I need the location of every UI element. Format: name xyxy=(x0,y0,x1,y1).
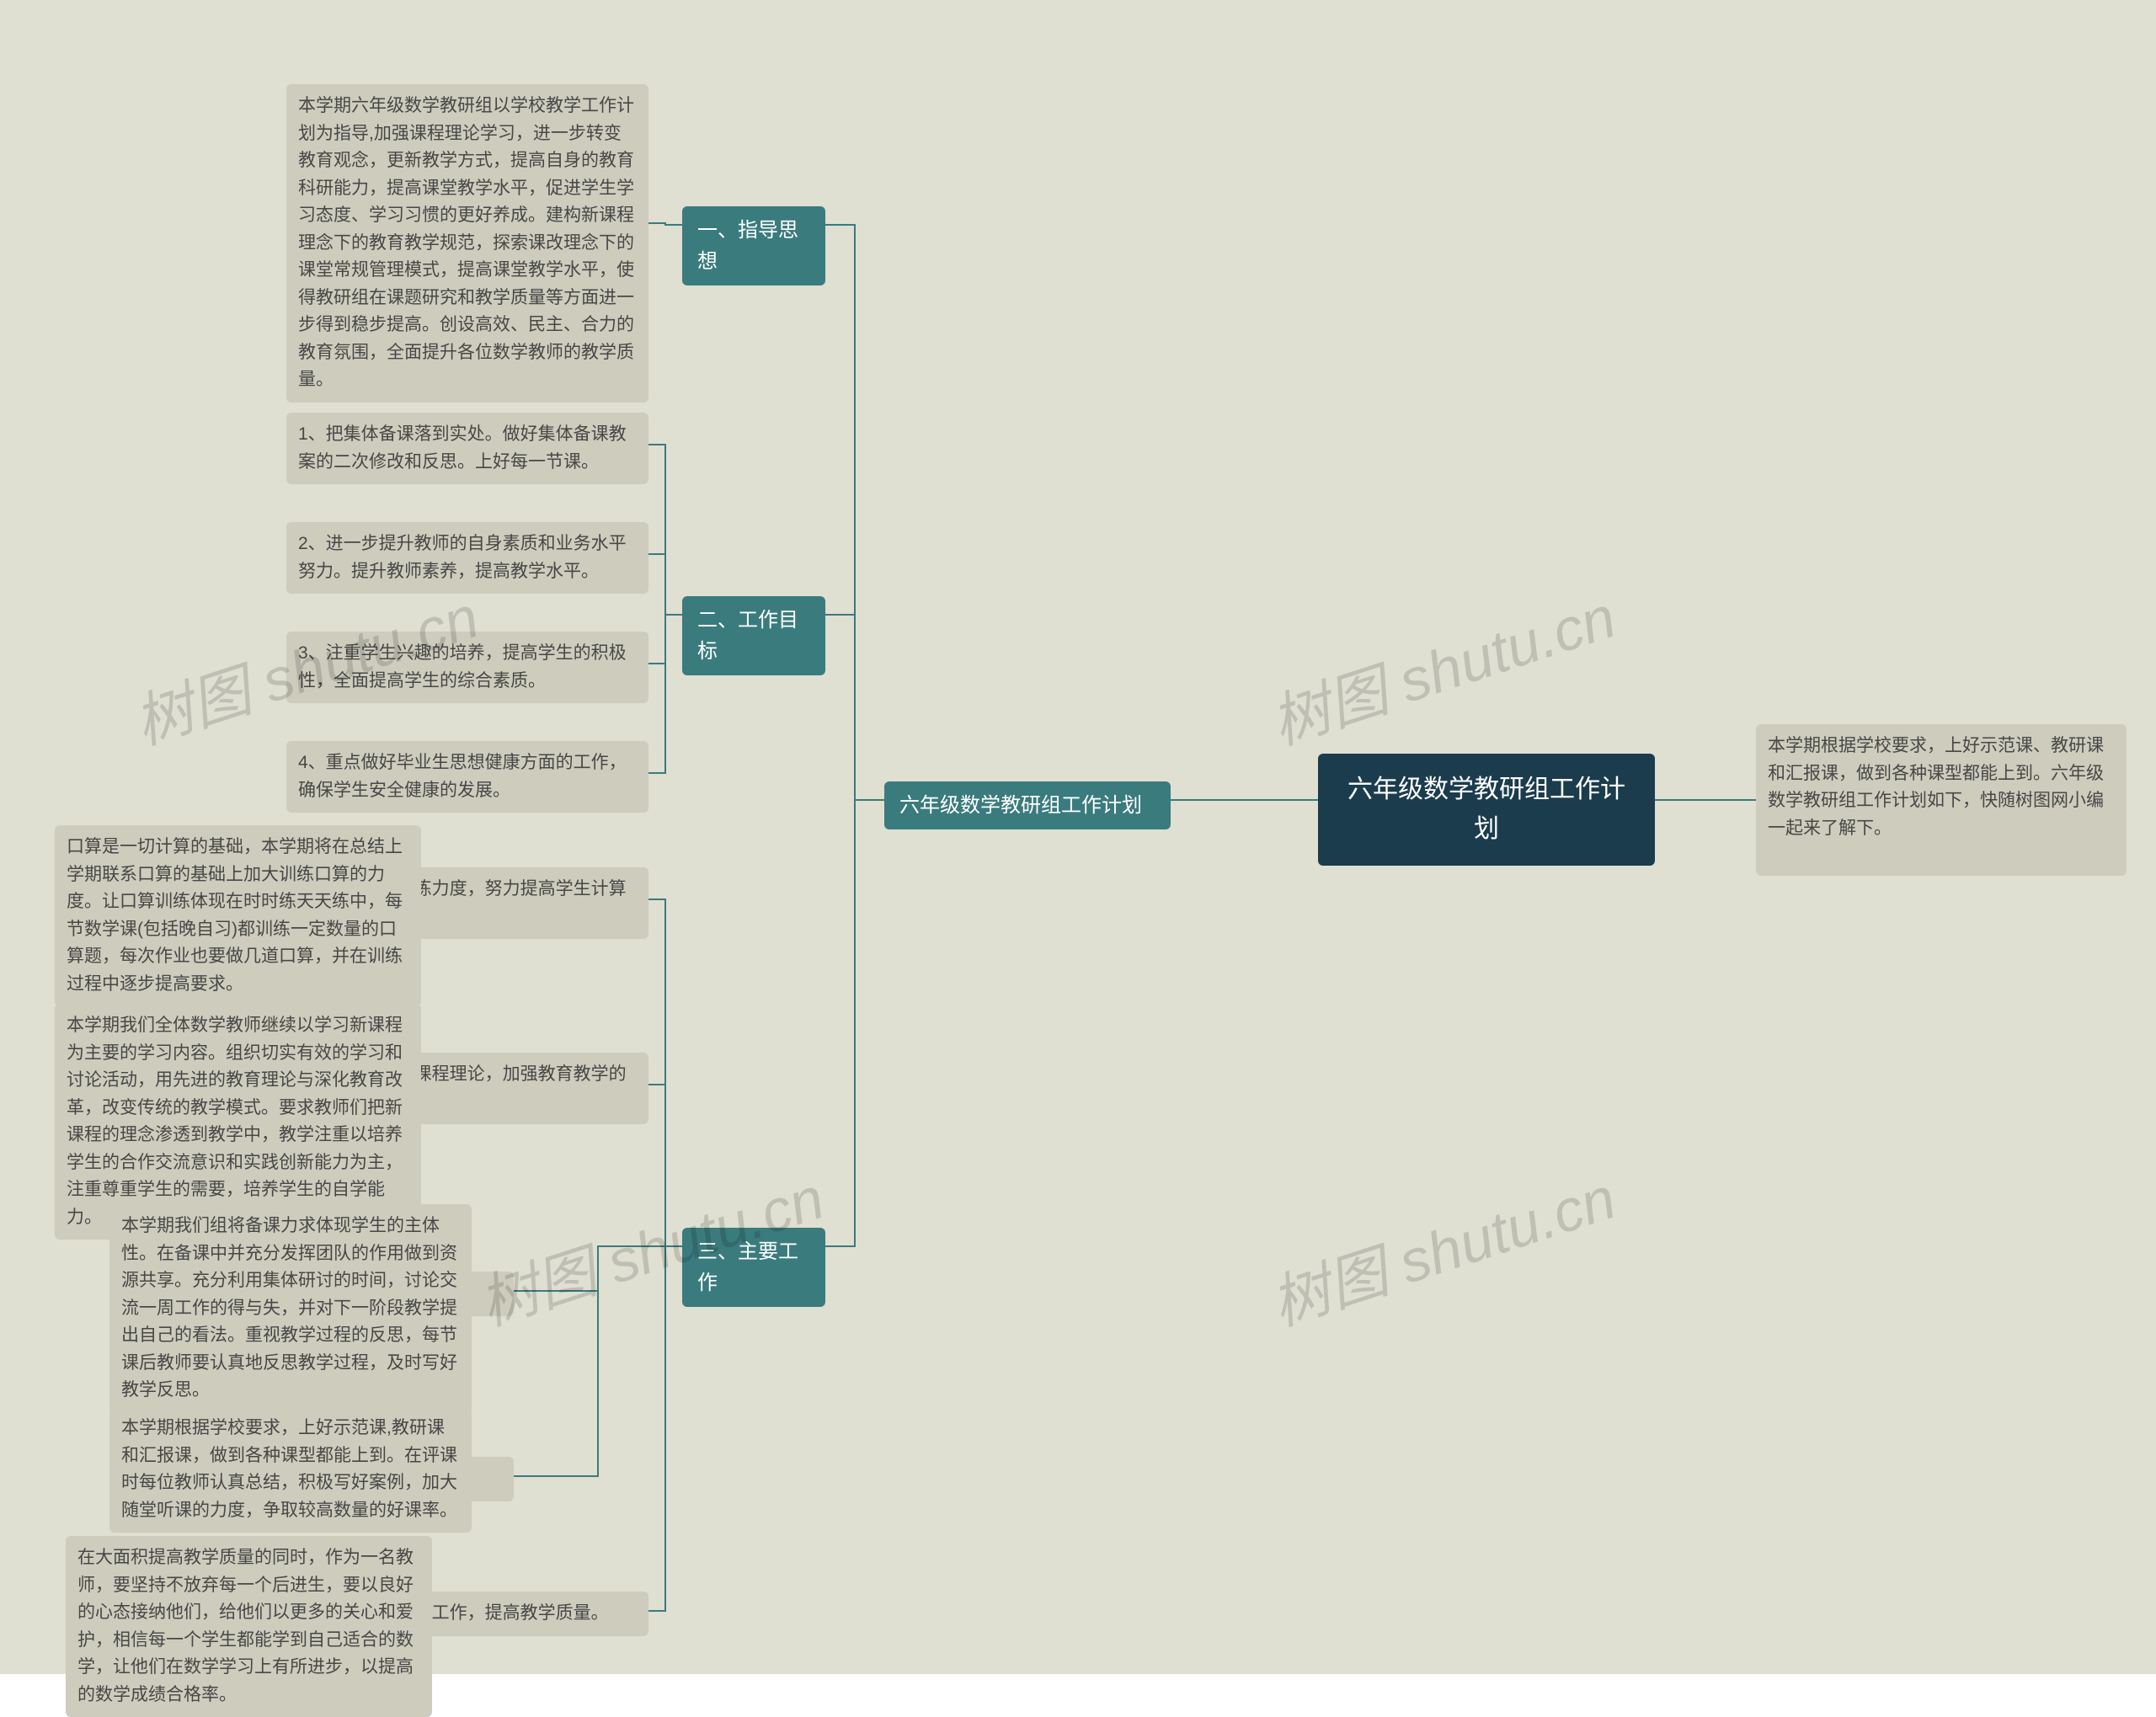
node-b3c3d: 本学期我们组将备课力求体现学生的主体性。在备课中并充分发挥团队的作用做到资源共享… xyxy=(109,1204,472,1413)
node-b2: 二、工作目标 xyxy=(682,596,825,675)
mindmap-canvas: 六年级数学教研组工作计 划本学期根据学校要求，上好示范课、教研课和汇报课，做到各… xyxy=(0,0,2156,1674)
intro-node: 本学期根据学校要求，上好示范课、教研课和汇报课，做到各种课型都能上到。六年级数学… xyxy=(1756,724,2127,876)
root-node: 六年级数学教研组工作计 划 xyxy=(1318,754,1655,866)
node-b1c1: 本学期六年级数学教研组以学校教学工作计划为指导,加强课程理论学习，进一步转变教育… xyxy=(286,84,648,403)
node-b3: 三、主要工作 xyxy=(682,1228,825,1307)
node-b2c3: 3、注重学生兴趣的培养，提高学生的积极性，全面提高学生的综合素质。 xyxy=(286,632,648,703)
node-b2c4: 4、重点做好毕业生思想健康方面的工作，确保学生安全健康的发展。 xyxy=(286,741,648,813)
node-b3c1d: 口算是一切计算的基础，本学期将在总结上学期联系口算的基础上加大训练口算的力度。让… xyxy=(55,825,421,1006)
node-b2c2: 2、进一步提升教师的自身素质和业务水平努力。提升教师素养，提高教学水平。 xyxy=(286,522,648,594)
node-b3c4d: 本学期根据学校要求，上好示范课,教研课和汇报课，做到各种课型都能上到。在评课时每… xyxy=(109,1406,472,1533)
node-b2c1: 1、把集体备课落到实处。做好集体备课教案的二次修改和反思。上好每一节课。 xyxy=(286,413,648,484)
node-b3c5d: 在大面积提高教学质量的同时，作为一名教师，要坚持不放弃每一个后进生，要以良好的心… xyxy=(66,1536,432,1717)
hub-node: 六年级数学教研组工作计划 xyxy=(884,781,1171,829)
node-b1: 一、指导思想 xyxy=(682,206,825,285)
